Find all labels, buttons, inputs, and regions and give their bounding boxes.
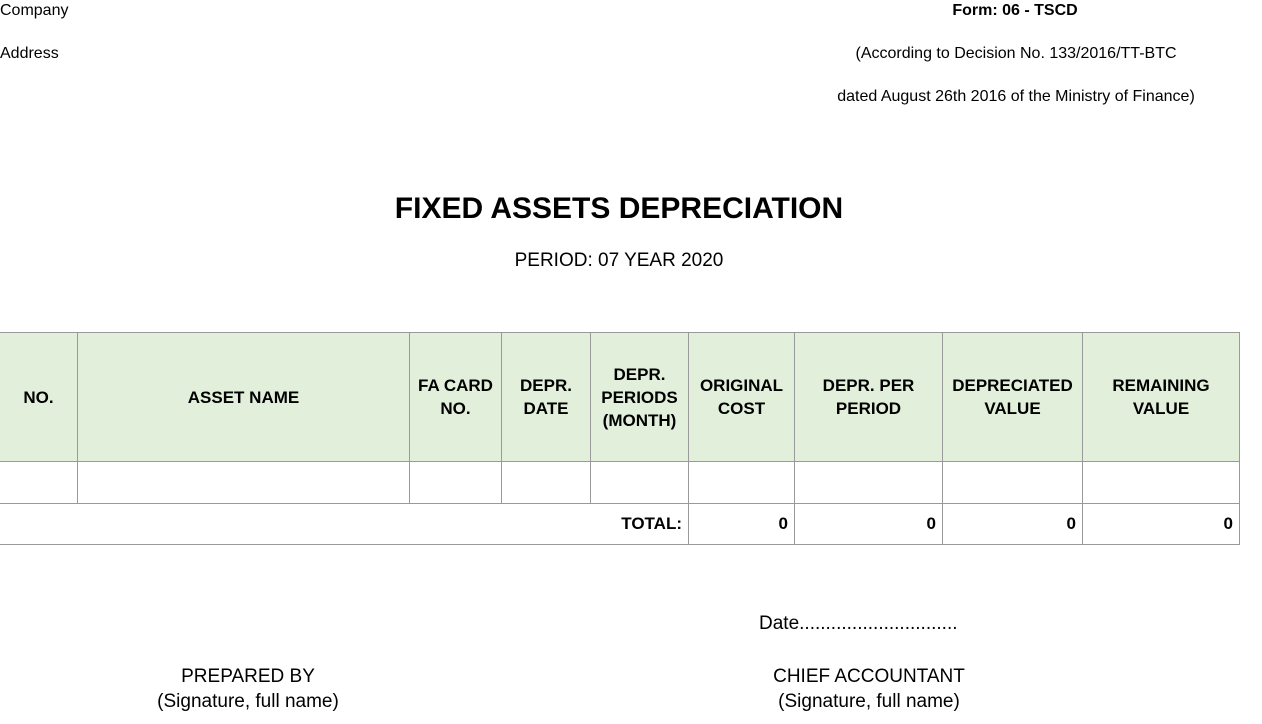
table-cell[interactable]: [409, 461, 502, 504]
table-cell[interactable]: [501, 461, 591, 504]
column-header-original-cost: ORIGINAL COST: [688, 332, 795, 462]
table-cell[interactable]: [0, 461, 78, 504]
total-row: TOTAL: 0 0 0 0: [0, 503, 1240, 545]
table-cell[interactable]: [942, 461, 1083, 504]
table-header-row: NO. ASSET NAME FA CARD NO. DEPR. DATE DE…: [0, 332, 1240, 462]
prepared-by-block: PREPARED BY (Signature, full name): [98, 664, 398, 714]
column-header-depr-periods: DEPR. PERIODS (MONTH): [590, 332, 689, 462]
depreciation-table: NO. ASSET NAME FA CARD NO. DEPR. DATE DE…: [0, 332, 1240, 545]
table-cell[interactable]: [688, 461, 795, 504]
chief-accountant-note: (Signature, full name): [778, 691, 960, 712]
chief-accountant-label: CHIEF ACCOUNTANT: [773, 666, 965, 687]
form-code: Form: 06 - TSCD: [952, 2, 1078, 19]
column-header-no: NO.: [0, 332, 78, 462]
prepared-by-note: (Signature, full name): [157, 691, 339, 712]
prepared-by-label: PREPARED BY: [181, 666, 315, 687]
column-header-depreciated-value: DEPRECIATED VALUE: [942, 332, 1083, 462]
company-label: Company: [0, 2, 69, 19]
date-line: Date..............................: [759, 613, 958, 634]
table-cell[interactable]: [794, 461, 943, 504]
table-row: [0, 461, 1240, 504]
column-header-depr-per-period: DEPR. PER PERIOD: [794, 332, 943, 462]
table-cell[interactable]: [77, 461, 410, 504]
column-header-fa-card-no: FA CARD NO.: [409, 332, 502, 462]
chief-accountant-block: CHIEF ACCOUNTANT (Signature, full name): [719, 664, 1019, 714]
decision-reference: (According to Decision No. 133/2016/TT-B…: [855, 45, 1177, 62]
table-cell[interactable]: [1082, 461, 1240, 504]
total-depr-per-period: 0: [794, 503, 943, 545]
column-header-asset-name: ASSET NAME: [77, 332, 410, 462]
decision-date: dated August 26th 2016 of the Ministry o…: [837, 88, 1195, 105]
total-label: TOTAL:: [0, 503, 689, 545]
report-title: FIXED ASSETS DEPRECIATION: [394, 192, 844, 225]
address-label: Address: [0, 45, 59, 62]
total-remaining-value: 0: [1082, 503, 1240, 545]
total-original-cost: 0: [688, 503, 795, 545]
total-depreciated-value: 0: [942, 503, 1083, 545]
report-period: PERIOD: 07 YEAR 2020: [514, 250, 724, 271]
table-cell[interactable]: [590, 461, 689, 504]
column-header-remaining-value: REMAINING VALUE: [1082, 332, 1240, 462]
column-header-depr-date: DEPR. DATE: [501, 332, 591, 462]
